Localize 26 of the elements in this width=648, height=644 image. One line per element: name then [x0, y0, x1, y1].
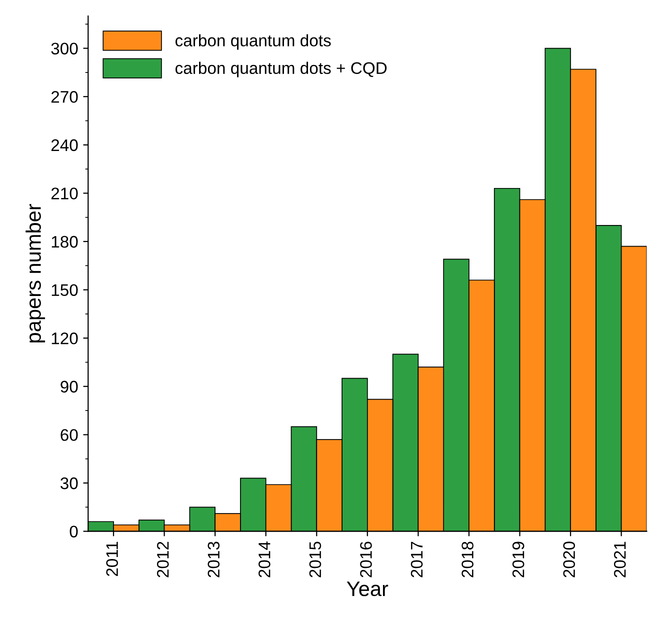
y-axis-title: papers number [26, 204, 46, 342]
x-tick-label: 2020 [563, 542, 576, 578]
legend-label: carbon quantum dots + CQD [176, 62, 387, 78]
y-tick-label: 120 [52, 332, 78, 344]
y-tick-label: 0 [70, 526, 78, 538]
legend-label: carbon quantum dots [176, 34, 331, 50]
y-tick-label: 180 [52, 236, 78, 248]
y-tick-label: 240 [51, 139, 78, 152]
x-tick-label: 2019 [512, 542, 524, 578]
y-tick-label: 90 [60, 380, 78, 393]
x-tick-label: 2015 [309, 542, 322, 578]
y-tick-label: 150 [52, 284, 78, 296]
x-tick-label: 2014 [258, 542, 270, 578]
y-tick-label: 210 [51, 188, 78, 200]
y-tick-label: 60 [60, 429, 78, 441]
x-axis-title: Year [346, 582, 388, 596]
x-tick-label: 2021 [614, 542, 626, 578]
x-tick-label: 2013 [208, 542, 220, 578]
y-tick-label: 300 [51, 42, 78, 55]
y-tick-label: 30 [60, 477, 78, 490]
x-tick-label: 2011 [106, 542, 118, 576]
x-tick-label: 2012 [156, 542, 169, 578]
x-tick-label: 2016 [360, 542, 372, 578]
x-tick-label: 2018 [462, 542, 474, 578]
y-tick-label: 270 [51, 91, 78, 103]
x-tick-label: 2017 [410, 542, 423, 578]
